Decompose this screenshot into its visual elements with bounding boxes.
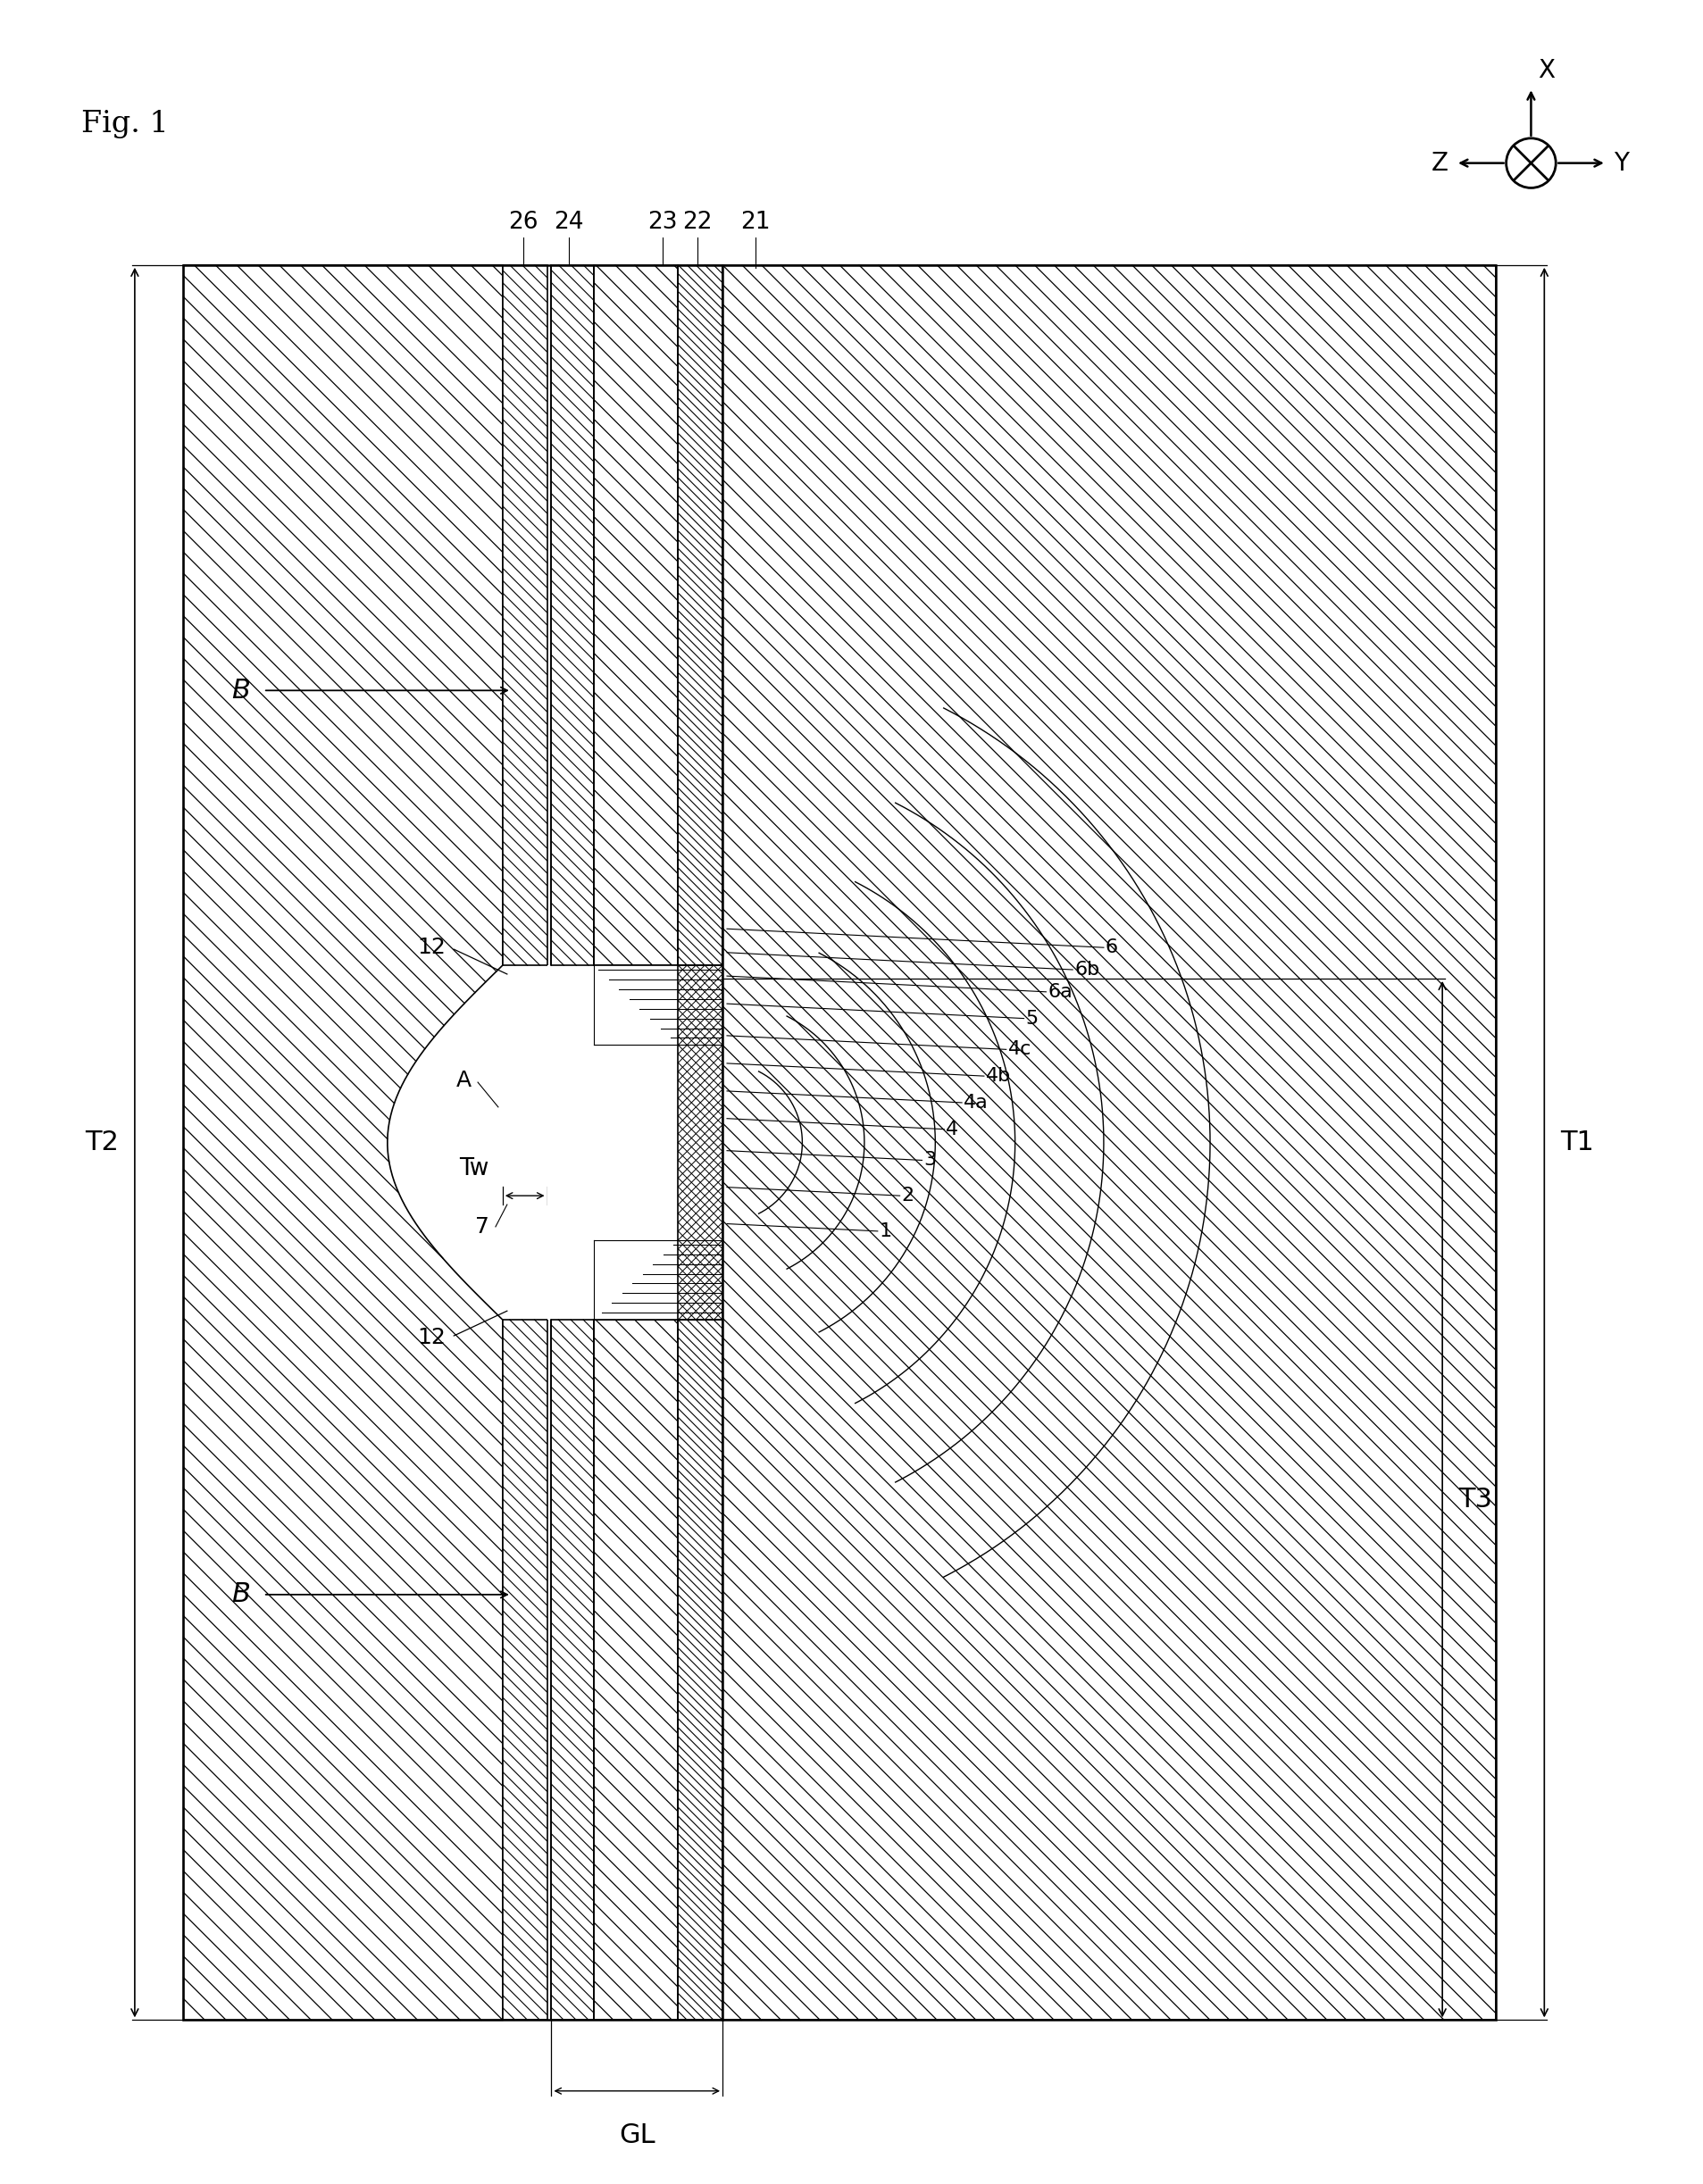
Text: Fig. 1: Fig. 1 [82, 109, 169, 138]
Text: 6: 6 [1105, 939, 1117, 957]
Bar [678, 1319, 722, 2020]
Text: 24: 24 [553, 212, 584, 234]
Text: T3: T3 [1458, 1487, 1492, 1511]
Text: 12: 12 [417, 937, 446, 959]
Text: 4a: 4a [964, 1094, 988, 1112]
Text: 1: 1 [879, 1223, 892, 1241]
Polygon shape [678, 965, 722, 1319]
Bar [722, 264, 1495, 2020]
Bar [594, 264, 678, 965]
Bar [552, 1319, 594, 2020]
Text: 2: 2 [901, 1186, 915, 1206]
Text: 23: 23 [647, 212, 676, 234]
Text: 6a: 6a [1047, 983, 1073, 1000]
Text: 7: 7 [475, 1216, 489, 1238]
Text: X: X [1538, 59, 1555, 83]
Polygon shape [184, 264, 502, 2020]
Bar [594, 965, 678, 1319]
Text: 4c: 4c [1008, 1040, 1030, 1059]
Text: T1: T1 [1560, 1129, 1594, 1155]
Text: GL: GL [618, 2123, 654, 2147]
Bar [547, 965, 552, 1319]
Text: Z: Z [1431, 151, 1448, 175]
Text: Tw: Tw [460, 1158, 489, 1182]
Text: 3: 3 [923, 1151, 937, 1168]
Text: 4: 4 [945, 1120, 959, 1138]
Text: 26: 26 [507, 212, 538, 234]
Text: 4b: 4b [986, 1068, 1010, 1085]
Text: 22: 22 [683, 212, 712, 234]
Text: A: A [456, 1070, 472, 1092]
Bar [594, 1319, 678, 2020]
Text: 6b: 6b [1075, 961, 1098, 978]
Text: 12: 12 [417, 1328, 446, 1348]
Text: B: B [232, 1581, 250, 1607]
Text: 5: 5 [1025, 1009, 1037, 1026]
Text: B: B [232, 677, 250, 703]
Text: 21: 21 [741, 212, 770, 234]
Text: T2: T2 [85, 1129, 119, 1155]
Polygon shape [502, 1319, 547, 2020]
Bar [184, 264, 1495, 2020]
Bar [552, 264, 594, 965]
Text: Y: Y [1613, 151, 1628, 175]
Polygon shape [502, 264, 547, 965]
Bar [678, 264, 722, 965]
